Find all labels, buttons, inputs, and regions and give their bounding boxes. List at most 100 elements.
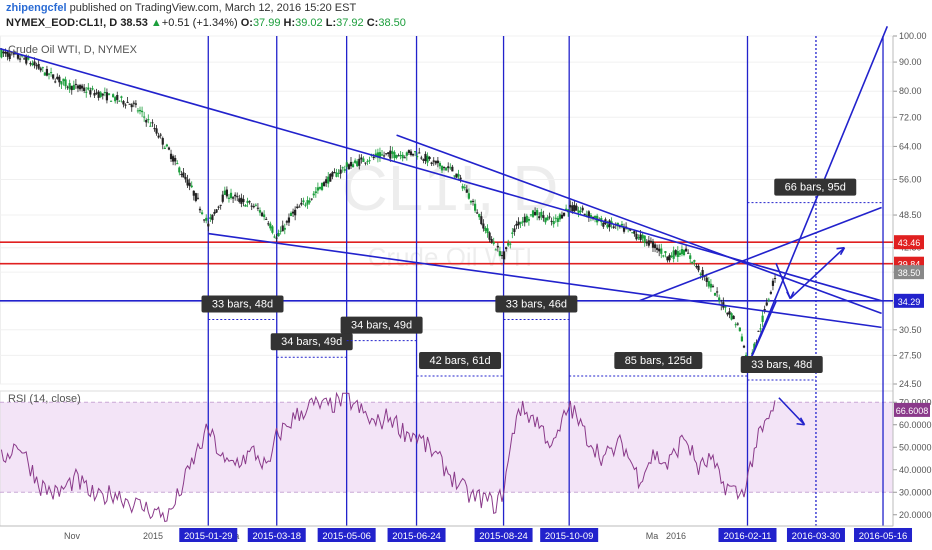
candle-body xyxy=(639,234,642,240)
candle-body xyxy=(664,251,667,254)
candle-body xyxy=(180,173,183,175)
candle-body xyxy=(682,250,686,255)
low-value: 37.92 xyxy=(336,17,364,29)
candle-body xyxy=(449,167,452,169)
candle-body xyxy=(147,119,150,121)
candle-body xyxy=(248,201,251,203)
candle-body xyxy=(658,248,661,252)
date-marker-label: 2015-10-09 xyxy=(545,531,594,542)
candle-body xyxy=(513,228,516,232)
candle-body xyxy=(163,147,166,149)
candle-body xyxy=(769,291,772,294)
candle-body xyxy=(58,76,61,83)
candle-body xyxy=(351,164,355,168)
candle-body xyxy=(656,247,659,250)
candle-body xyxy=(767,299,770,301)
price-pane-title: Crude Oil WTI, D, NYMEX xyxy=(8,44,138,56)
candle-body xyxy=(227,197,231,199)
candle-body xyxy=(56,76,59,79)
candle-body xyxy=(66,86,69,88)
interval-badge xyxy=(774,178,857,196)
candle-body xyxy=(734,324,737,326)
candle-body xyxy=(718,297,721,301)
rsi-arrowhead xyxy=(796,417,806,426)
candle-body xyxy=(521,221,524,223)
candle-body xyxy=(707,281,710,287)
rsi-tick-label: 60.0000 xyxy=(899,420,932,430)
candle-body xyxy=(105,92,109,101)
price-tick-label: 100.00 xyxy=(899,31,927,41)
candle-body xyxy=(637,237,640,239)
candle-body xyxy=(678,252,681,256)
candle-body xyxy=(440,165,444,171)
candle-body xyxy=(325,179,328,184)
interval-label: 66 bars, 95d xyxy=(785,182,846,194)
candle-body xyxy=(612,226,615,228)
candle-body xyxy=(252,206,255,208)
candle-body xyxy=(2,51,5,54)
candle-body xyxy=(571,205,574,212)
candle-body xyxy=(231,197,235,199)
interval-label: 34 bars, 49d xyxy=(351,320,412,332)
candle-body xyxy=(267,223,270,225)
chart-header: zhipengcfel published on TradingView.com… xyxy=(6,2,406,29)
candle-body xyxy=(740,336,744,342)
candle-body xyxy=(519,222,522,224)
interval-label: 34 bars, 49d xyxy=(281,336,342,348)
rsi-tick-label: 70.0000 xyxy=(899,397,932,407)
candle-body xyxy=(182,172,185,178)
candle-body xyxy=(660,248,663,254)
candle-body xyxy=(562,212,566,216)
candle-body xyxy=(339,169,342,174)
candle-body xyxy=(308,200,311,203)
projection-arrowhead xyxy=(786,291,795,299)
interval-badge xyxy=(614,352,703,370)
candle-body xyxy=(211,214,214,221)
candle-body xyxy=(409,151,413,156)
publish-line: zhipengcfel published on TradingView.com… xyxy=(6,2,406,14)
candle-body xyxy=(407,150,411,153)
candle-body xyxy=(554,217,557,219)
candle-body xyxy=(263,214,266,218)
candle-body xyxy=(676,251,679,257)
candle-body xyxy=(198,208,202,211)
candle-body xyxy=(238,198,241,202)
candle-body xyxy=(72,84,75,90)
candle-body xyxy=(713,292,717,296)
candle-body xyxy=(27,57,30,60)
candle-body xyxy=(52,74,55,79)
candle-body xyxy=(184,176,187,180)
interval-badge xyxy=(740,355,823,373)
candle-body xyxy=(349,161,353,167)
candle-body xyxy=(194,193,197,201)
candle-body xyxy=(438,163,442,167)
candle-body xyxy=(467,193,470,199)
candle-body xyxy=(486,228,489,234)
candle-body xyxy=(647,240,650,246)
candle-body xyxy=(380,154,384,156)
candle-body xyxy=(250,205,253,207)
candle-body xyxy=(587,211,590,218)
candle-body xyxy=(360,157,363,160)
candle-body xyxy=(138,109,142,112)
candle-body xyxy=(188,182,191,187)
candle-body xyxy=(109,100,113,102)
price-badge-label: 43.46 xyxy=(898,238,921,248)
open-label: O: xyxy=(240,17,253,29)
candle-body xyxy=(525,215,528,223)
candle-body xyxy=(244,204,247,207)
candle-body xyxy=(523,216,526,223)
price-tick-label: 27.50 xyxy=(899,350,922,360)
candle-body xyxy=(101,93,104,96)
author-link[interactable]: zhipengcfel xyxy=(6,2,67,14)
candle-body xyxy=(391,151,394,154)
candle-body xyxy=(620,223,624,226)
candle-body xyxy=(203,219,206,221)
candle-body xyxy=(430,162,433,164)
candle-body xyxy=(132,102,135,104)
candle-body xyxy=(606,224,609,228)
candle-body xyxy=(314,191,317,194)
candle-body xyxy=(643,235,646,243)
candle-body xyxy=(716,291,719,293)
